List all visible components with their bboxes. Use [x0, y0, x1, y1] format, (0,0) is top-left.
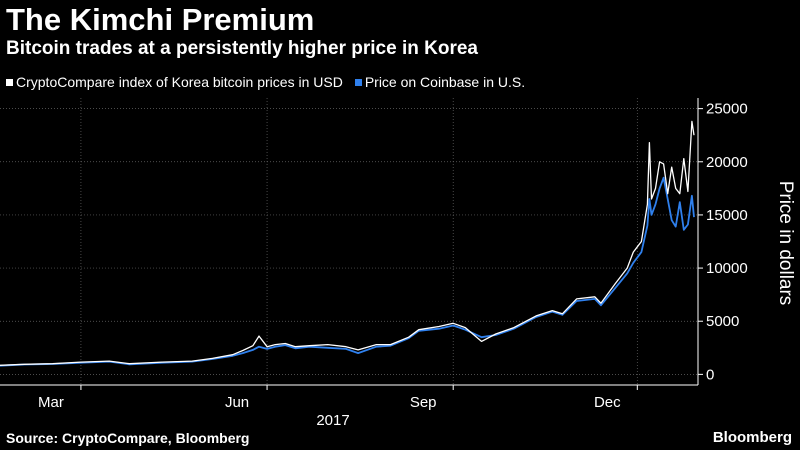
grid-lines	[0, 98, 698, 385]
y-tick-label: 0	[706, 366, 714, 383]
legend-label-coinbase: Price on Coinbase in U.S.	[364, 74, 526, 90]
x-tick-label: Mar	[38, 394, 64, 411]
series-line-coinbase	[0, 176, 695, 367]
series-lines	[0, 120, 695, 367]
source-note: Source: CryptoCompare, Bloomberg	[6, 430, 250, 446]
x-tick-label: Dec	[594, 394, 621, 411]
legend-item-korea: CryptoCompare index of Korea bitcoin pri…	[6, 74, 343, 90]
y-axis-label: Price in dollars	[775, 181, 796, 306]
x-tick-label: Sep	[410, 394, 437, 411]
chart-subtitle: Bitcoin trades at a persistently higher …	[6, 38, 478, 59]
x-year-label: 2017	[316, 412, 349, 429]
y-tick-label: 25000	[706, 101, 748, 118]
legend-swatch-coinbase	[354, 78, 362, 86]
y-tick-label: 20000	[706, 154, 748, 171]
legend-label-korea: CryptoCompare index of Korea bitcoin pri…	[16, 74, 343, 90]
bloomberg-logo: Bloomberg	[712, 429, 792, 446]
tick-labels: 0 5000 10000 15000 20000 25000 Mar Jun Sep Dec 201…	[38, 101, 796, 429]
x-tick-label: Jun	[225, 394, 249, 411]
y-tick-label: 15000	[706, 207, 748, 224]
chart-title: The Kimchi Premium	[6, 2, 315, 37]
legend-swatch-korea	[6, 78, 13, 86]
y-tick-label: 10000	[706, 260, 748, 277]
axes	[0, 98, 703, 390]
legend-item-coinbase: Price on Coinbase in U.S.	[354, 74, 526, 90]
legend: CryptoCompare index of Korea bitcoin pri…	[6, 74, 525, 90]
y-tick-label: 5000	[706, 313, 739, 330]
series-line-korea	[0, 120, 695, 366]
